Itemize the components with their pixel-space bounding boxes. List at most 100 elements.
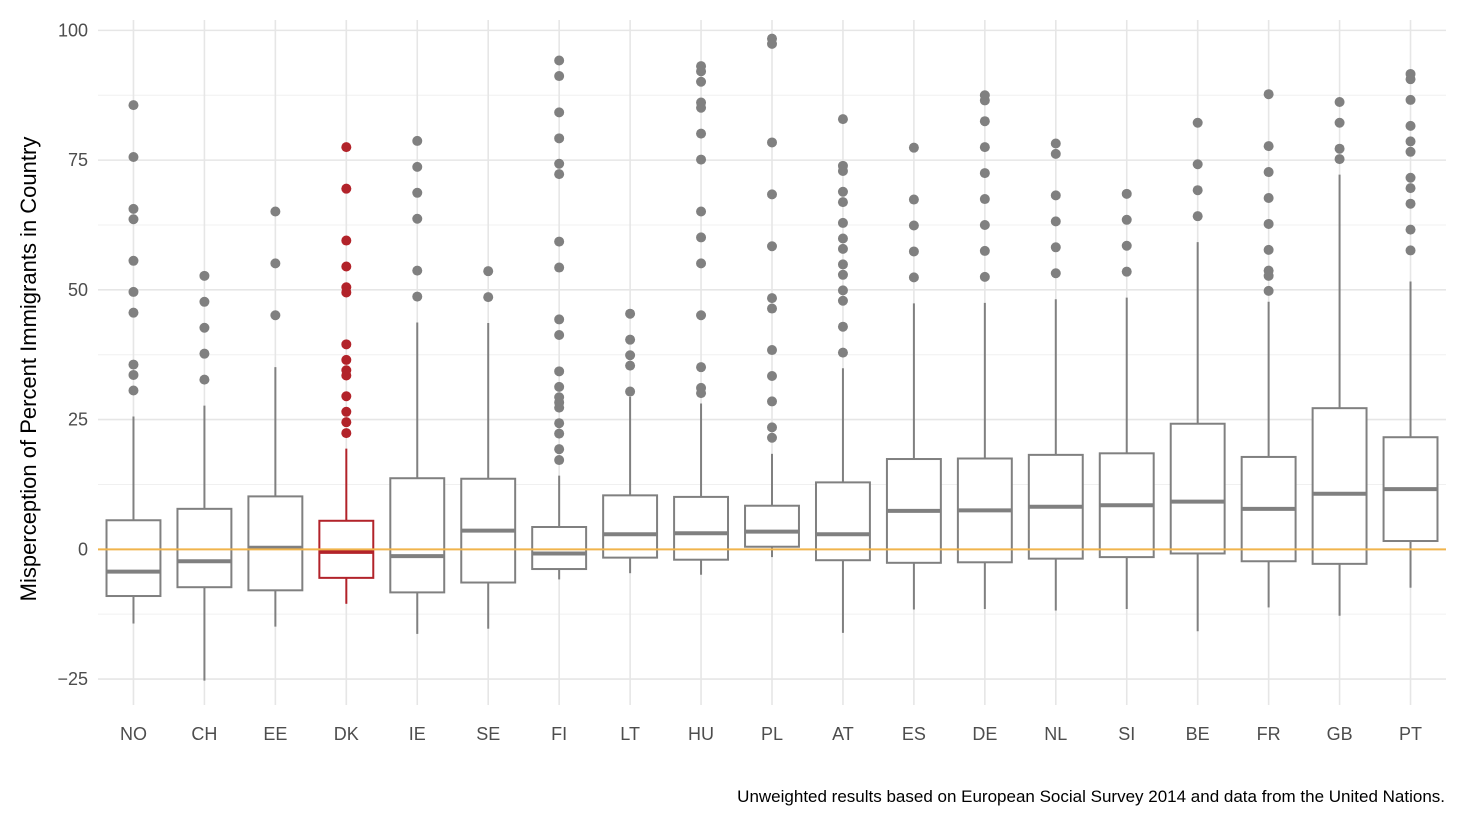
outlier-point [1050,190,1061,201]
outlier-point [1050,268,1061,279]
box-fr [1240,89,1297,608]
outlier-point [837,197,848,208]
outlier-point [1405,68,1416,79]
outlier-point [199,270,210,281]
outlier-point [1263,167,1274,178]
outlier-point [199,374,210,385]
x-tick-label: IE [409,724,426,744]
outlier-point [1405,198,1416,209]
outlier-point [554,314,565,325]
box-gb [1311,96,1368,616]
y-tick-label: 50 [68,280,88,300]
outlier-point [554,392,565,403]
outlier-point [908,272,919,283]
x-tick-label: PT [1399,724,1422,744]
chart-caption: Unweighted results based on European Soc… [737,787,1445,806]
outlier-point [1405,94,1416,105]
iqr-box [105,519,162,598]
outlier-point [1192,185,1203,196]
outlier-point [1405,245,1416,256]
y-tick-label: 100 [58,20,88,40]
outlier-point [979,168,990,179]
x-tick-label: DK [334,724,359,744]
box-se [460,266,517,629]
x-tick-label: NL [1044,724,1067,744]
outlier-point [341,261,352,272]
outlier-point [554,262,565,273]
outlier-point [837,114,848,125]
outlier-point [625,386,636,397]
outlier-point [625,350,636,361]
y-axis-ticks: −25 0 25 50 75 100 [57,20,88,689]
iqr-box [531,526,588,571]
outlier-point [128,286,139,297]
grid-lines [98,20,1446,705]
outlier-point [341,391,352,402]
iqr-box [602,494,659,559]
outlier-point [908,246,919,257]
y-tick-label: −25 [57,669,88,689]
outlier-point [554,158,565,169]
outlier-point [1334,154,1345,165]
outlier-point [767,33,777,44]
outlier-point [341,235,352,246]
outlier-point [554,329,565,340]
outlier-point [1263,89,1274,100]
outlier-point [979,271,990,282]
outlier-point [554,107,565,118]
outlier-point [1192,117,1203,128]
outlier-point [837,347,848,358]
outlier-point [128,359,139,370]
outlier-point [554,55,565,66]
outlier-point [554,169,565,180]
outlier-point [554,71,565,82]
iqr-box [247,495,304,592]
outlier-point [1334,96,1345,107]
outlier-point [270,206,281,217]
box-at [814,114,871,633]
x-axis-ticks: NO CH EE DK IE SE FI LT HU PL AT ES DE NL SI BE FR GB PT [120,724,1422,744]
outlier-point [696,258,707,269]
outlier-point [979,245,990,256]
x-tick-label: LT [620,724,640,744]
box-nl [1027,138,1084,611]
outlier-point [1405,172,1416,183]
outlier-point [1121,188,1132,199]
outlier-point [1263,141,1274,152]
outlier-point [767,370,777,381]
x-tick-label: PL [761,724,783,744]
outlier-point [837,269,848,280]
outlier-point [341,183,352,194]
outlier-point [767,432,777,443]
x-tick-label: SI [1118,724,1135,744]
outlier-point [979,116,990,127]
outlier-point [483,266,494,277]
outlier-point [837,160,848,171]
outlier-point [412,135,423,146]
outlier-point [1121,240,1132,251]
y-tick-label: 75 [68,150,88,170]
box-es [885,142,942,610]
y-axis-title: Misperception of Percent Immigrants in C… [16,137,41,602]
outlier-point [767,293,777,304]
outlier-point [341,282,352,293]
y-tick-label: 0 [78,539,88,559]
outlier-point [199,348,210,359]
outlier-point [412,187,423,198]
outlier-point [625,360,636,371]
outlier-point [1050,138,1061,149]
x-tick-label: CH [191,724,217,744]
outlier-point [696,128,707,139]
iqr-box [814,481,871,562]
outlier-point [625,334,636,345]
outlier-point [696,97,707,108]
outlier-point [128,385,139,396]
outlier-point [837,217,848,228]
box-fi [531,55,588,580]
outlier-point [979,142,990,153]
y-tick-label: 25 [68,410,88,430]
x-tick-label: FR [1257,724,1281,744]
box-ee [247,206,304,627]
outlier-point [908,142,919,153]
box-pl [744,33,800,558]
